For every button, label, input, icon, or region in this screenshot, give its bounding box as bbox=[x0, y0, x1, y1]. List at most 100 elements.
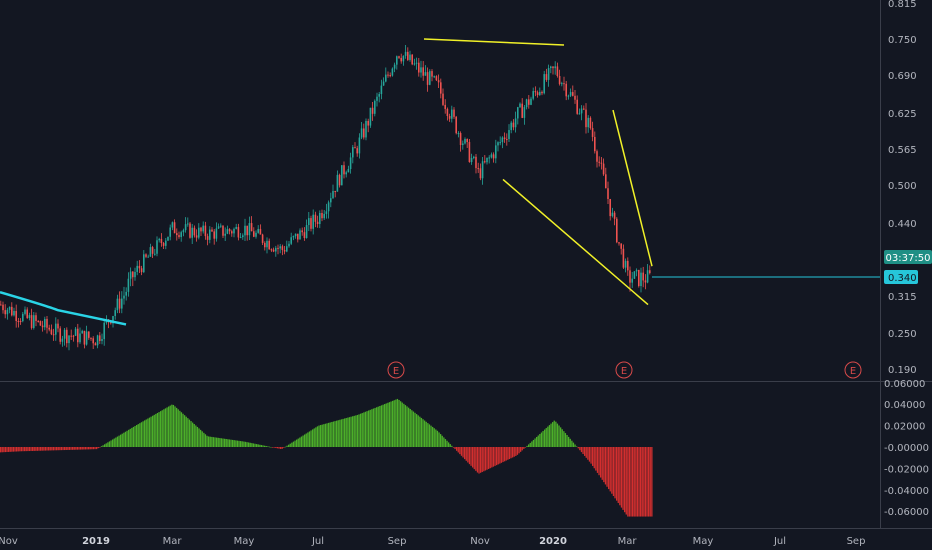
histogram-bar bbox=[595, 447, 597, 471]
histogram-bar bbox=[232, 439, 234, 447]
histogram-bar bbox=[428, 424, 431, 447]
price-axis: 0.815 0.750 0.690 0.625 0.565 0.500 0.440 0.315… bbox=[888, 0, 917, 376]
candle-body bbox=[96, 335, 99, 346]
histogram-bar bbox=[281, 447, 283, 449]
histogram-bar bbox=[75, 447, 77, 450]
trendline[interactable] bbox=[502, 178, 649, 306]
candle-body bbox=[143, 254, 145, 273]
histogram-bar bbox=[28, 447, 31, 452]
histogram-bar bbox=[518, 447, 520, 454]
candle-body bbox=[266, 240, 268, 248]
candle-body bbox=[508, 130, 510, 140]
histogram-bar bbox=[161, 410, 163, 447]
histogram-bar bbox=[152, 415, 154, 447]
candle-body bbox=[413, 63, 416, 65]
histogram-bar bbox=[27, 447, 29, 452]
histogram-bar bbox=[40, 447, 42, 451]
candle-body bbox=[365, 120, 367, 138]
candle-body bbox=[374, 100, 376, 114]
histogram-bar bbox=[414, 412, 416, 447]
trendline[interactable] bbox=[612, 109, 653, 267]
histogram-bar bbox=[505, 447, 507, 461]
candle-body bbox=[576, 99, 578, 114]
histogram-bar bbox=[291, 442, 293, 447]
histogram-bar bbox=[596, 447, 599, 473]
histogram-bar bbox=[433, 428, 435, 447]
candle-body bbox=[360, 128, 363, 138]
histogram-bar bbox=[155, 413, 157, 447]
histogram-bar bbox=[340, 419, 343, 447]
histogram-bar bbox=[632, 447, 634, 517]
histogram-bar bbox=[235, 440, 237, 447]
candle-body bbox=[433, 76, 435, 78]
earnings-marker[interactable] bbox=[387, 361, 405, 379]
oscillator-histogram bbox=[0, 398, 653, 517]
histogram-bar bbox=[219, 438, 221, 447]
histogram-bar bbox=[379, 405, 381, 447]
histogram-bar bbox=[500, 447, 503, 463]
histogram-bar bbox=[6, 447, 8, 453]
histogram-bar bbox=[544, 429, 546, 447]
candle-body bbox=[327, 202, 330, 212]
histogram-bar bbox=[14, 447, 16, 452]
histogram-bar bbox=[497, 447, 499, 465]
histogram-bar bbox=[403, 403, 405, 447]
histogram-bar bbox=[424, 420, 426, 447]
candle-body bbox=[147, 256, 149, 258]
candle-body bbox=[479, 168, 482, 179]
histogram-bar bbox=[107, 442, 109, 447]
histogram-bar bbox=[366, 411, 368, 447]
candle-body bbox=[440, 82, 442, 94]
histogram-bar bbox=[384, 404, 386, 447]
earnings-marker[interactable] bbox=[844, 361, 862, 379]
candle-body bbox=[587, 117, 589, 128]
histogram-bar bbox=[476, 447, 479, 473]
histogram-bar bbox=[206, 435, 208, 447]
histogram-bar bbox=[635, 447, 637, 517]
time-tick-label: Mar bbox=[618, 536, 638, 547]
histogram-bar bbox=[552, 422, 554, 447]
histogram-bar bbox=[481, 447, 483, 473]
candle-body bbox=[321, 213, 323, 219]
candle-body bbox=[638, 269, 640, 287]
candle-body bbox=[497, 142, 499, 146]
histogram-bar bbox=[120, 434, 122, 447]
candle-body bbox=[534, 91, 537, 93]
histogram-bar bbox=[184, 415, 186, 447]
histogram-bar bbox=[611, 447, 613, 494]
histogram-bar bbox=[25, 447, 27, 452]
candle-body bbox=[44, 318, 46, 328]
candle-body bbox=[345, 172, 347, 175]
histogram-bar bbox=[225, 438, 227, 447]
histogram-bar bbox=[104, 444, 106, 447]
candle-body bbox=[435, 76, 438, 81]
histogram-bar bbox=[273, 447, 275, 448]
candle-body bbox=[591, 128, 594, 137]
candle-body bbox=[13, 311, 15, 316]
earnings-marker[interactable] bbox=[615, 361, 633, 379]
candle-body bbox=[600, 162, 603, 164]
candle-body bbox=[19, 321, 22, 323]
candle-body bbox=[499, 142, 501, 144]
histogram-bar bbox=[452, 447, 455, 448]
histogram-bar bbox=[324, 423, 327, 447]
histogram-bar bbox=[468, 447, 471, 465]
candle-body bbox=[270, 249, 273, 251]
histogram-bar bbox=[150, 416, 152, 447]
candle-body bbox=[255, 232, 257, 237]
histogram-bar bbox=[523, 447, 525, 449]
candle-body bbox=[129, 271, 132, 279]
histogram-bar bbox=[467, 447, 469, 463]
oscillator-tick-label: 0.04000 bbox=[884, 400, 925, 411]
trendline[interactable] bbox=[423, 38, 565, 46]
candle-body bbox=[283, 250, 286, 252]
histogram-bar bbox=[283, 447, 285, 448]
histogram-bar bbox=[110, 440, 112, 447]
histogram-bar bbox=[649, 447, 651, 517]
histogram-bar bbox=[83, 447, 85, 450]
candle-body bbox=[451, 109, 453, 119]
histogram-bar bbox=[280, 447, 282, 449]
histogram-bar bbox=[345, 418, 347, 447]
histogram-bar bbox=[89, 447, 91, 450]
